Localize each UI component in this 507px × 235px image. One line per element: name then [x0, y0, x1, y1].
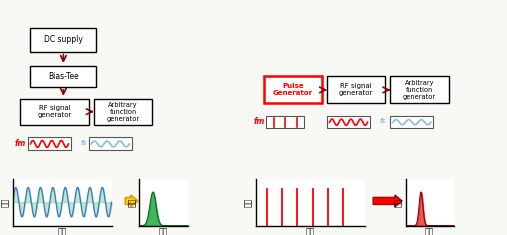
Y-axis label: 전압: 전압 — [1, 197, 10, 207]
Bar — [327, 76, 385, 103]
FancyArrow shape — [373, 195, 402, 207]
X-axis label: 파장: 파장 — [425, 227, 434, 235]
Bar — [390, 116, 433, 128]
Bar — [390, 76, 449, 103]
Bar — [20, 99, 89, 125]
Bar — [327, 116, 370, 128]
Y-axis label: 전압: 전압 — [244, 197, 254, 207]
Text: Bias-Tee: Bias-Tee — [48, 72, 79, 81]
Bar — [94, 99, 152, 125]
Text: RF signal
generator: RF signal generator — [38, 105, 71, 118]
Bar — [30, 66, 96, 87]
Text: RF signal
generator: RF signal generator — [339, 83, 373, 96]
Bar — [30, 28, 96, 52]
Text: fm: fm — [14, 139, 25, 148]
X-axis label: 시간: 시간 — [57, 227, 67, 235]
Text: Arbitrary
function
generator: Arbitrary function generator — [106, 102, 139, 122]
Text: fs: fs — [80, 140, 86, 146]
Text: Arbitrary
function
generator: Arbitrary function generator — [403, 80, 436, 100]
Y-axis label: 세기: 세기 — [128, 197, 137, 207]
Bar — [266, 116, 304, 128]
Bar — [89, 137, 132, 150]
Text: Pulse
Generator: Pulse Generator — [273, 83, 313, 96]
X-axis label: 파장: 파장 — [159, 227, 168, 235]
Bar — [264, 76, 322, 103]
Bar — [28, 137, 71, 150]
FancyArrow shape — [125, 195, 138, 207]
Text: fm: fm — [254, 117, 265, 125]
Y-axis label: 세기: 세기 — [394, 197, 403, 207]
Text: DC supply: DC supply — [44, 35, 83, 44]
X-axis label: 시간: 시간 — [306, 227, 315, 235]
Text: fs: fs — [379, 118, 385, 124]
